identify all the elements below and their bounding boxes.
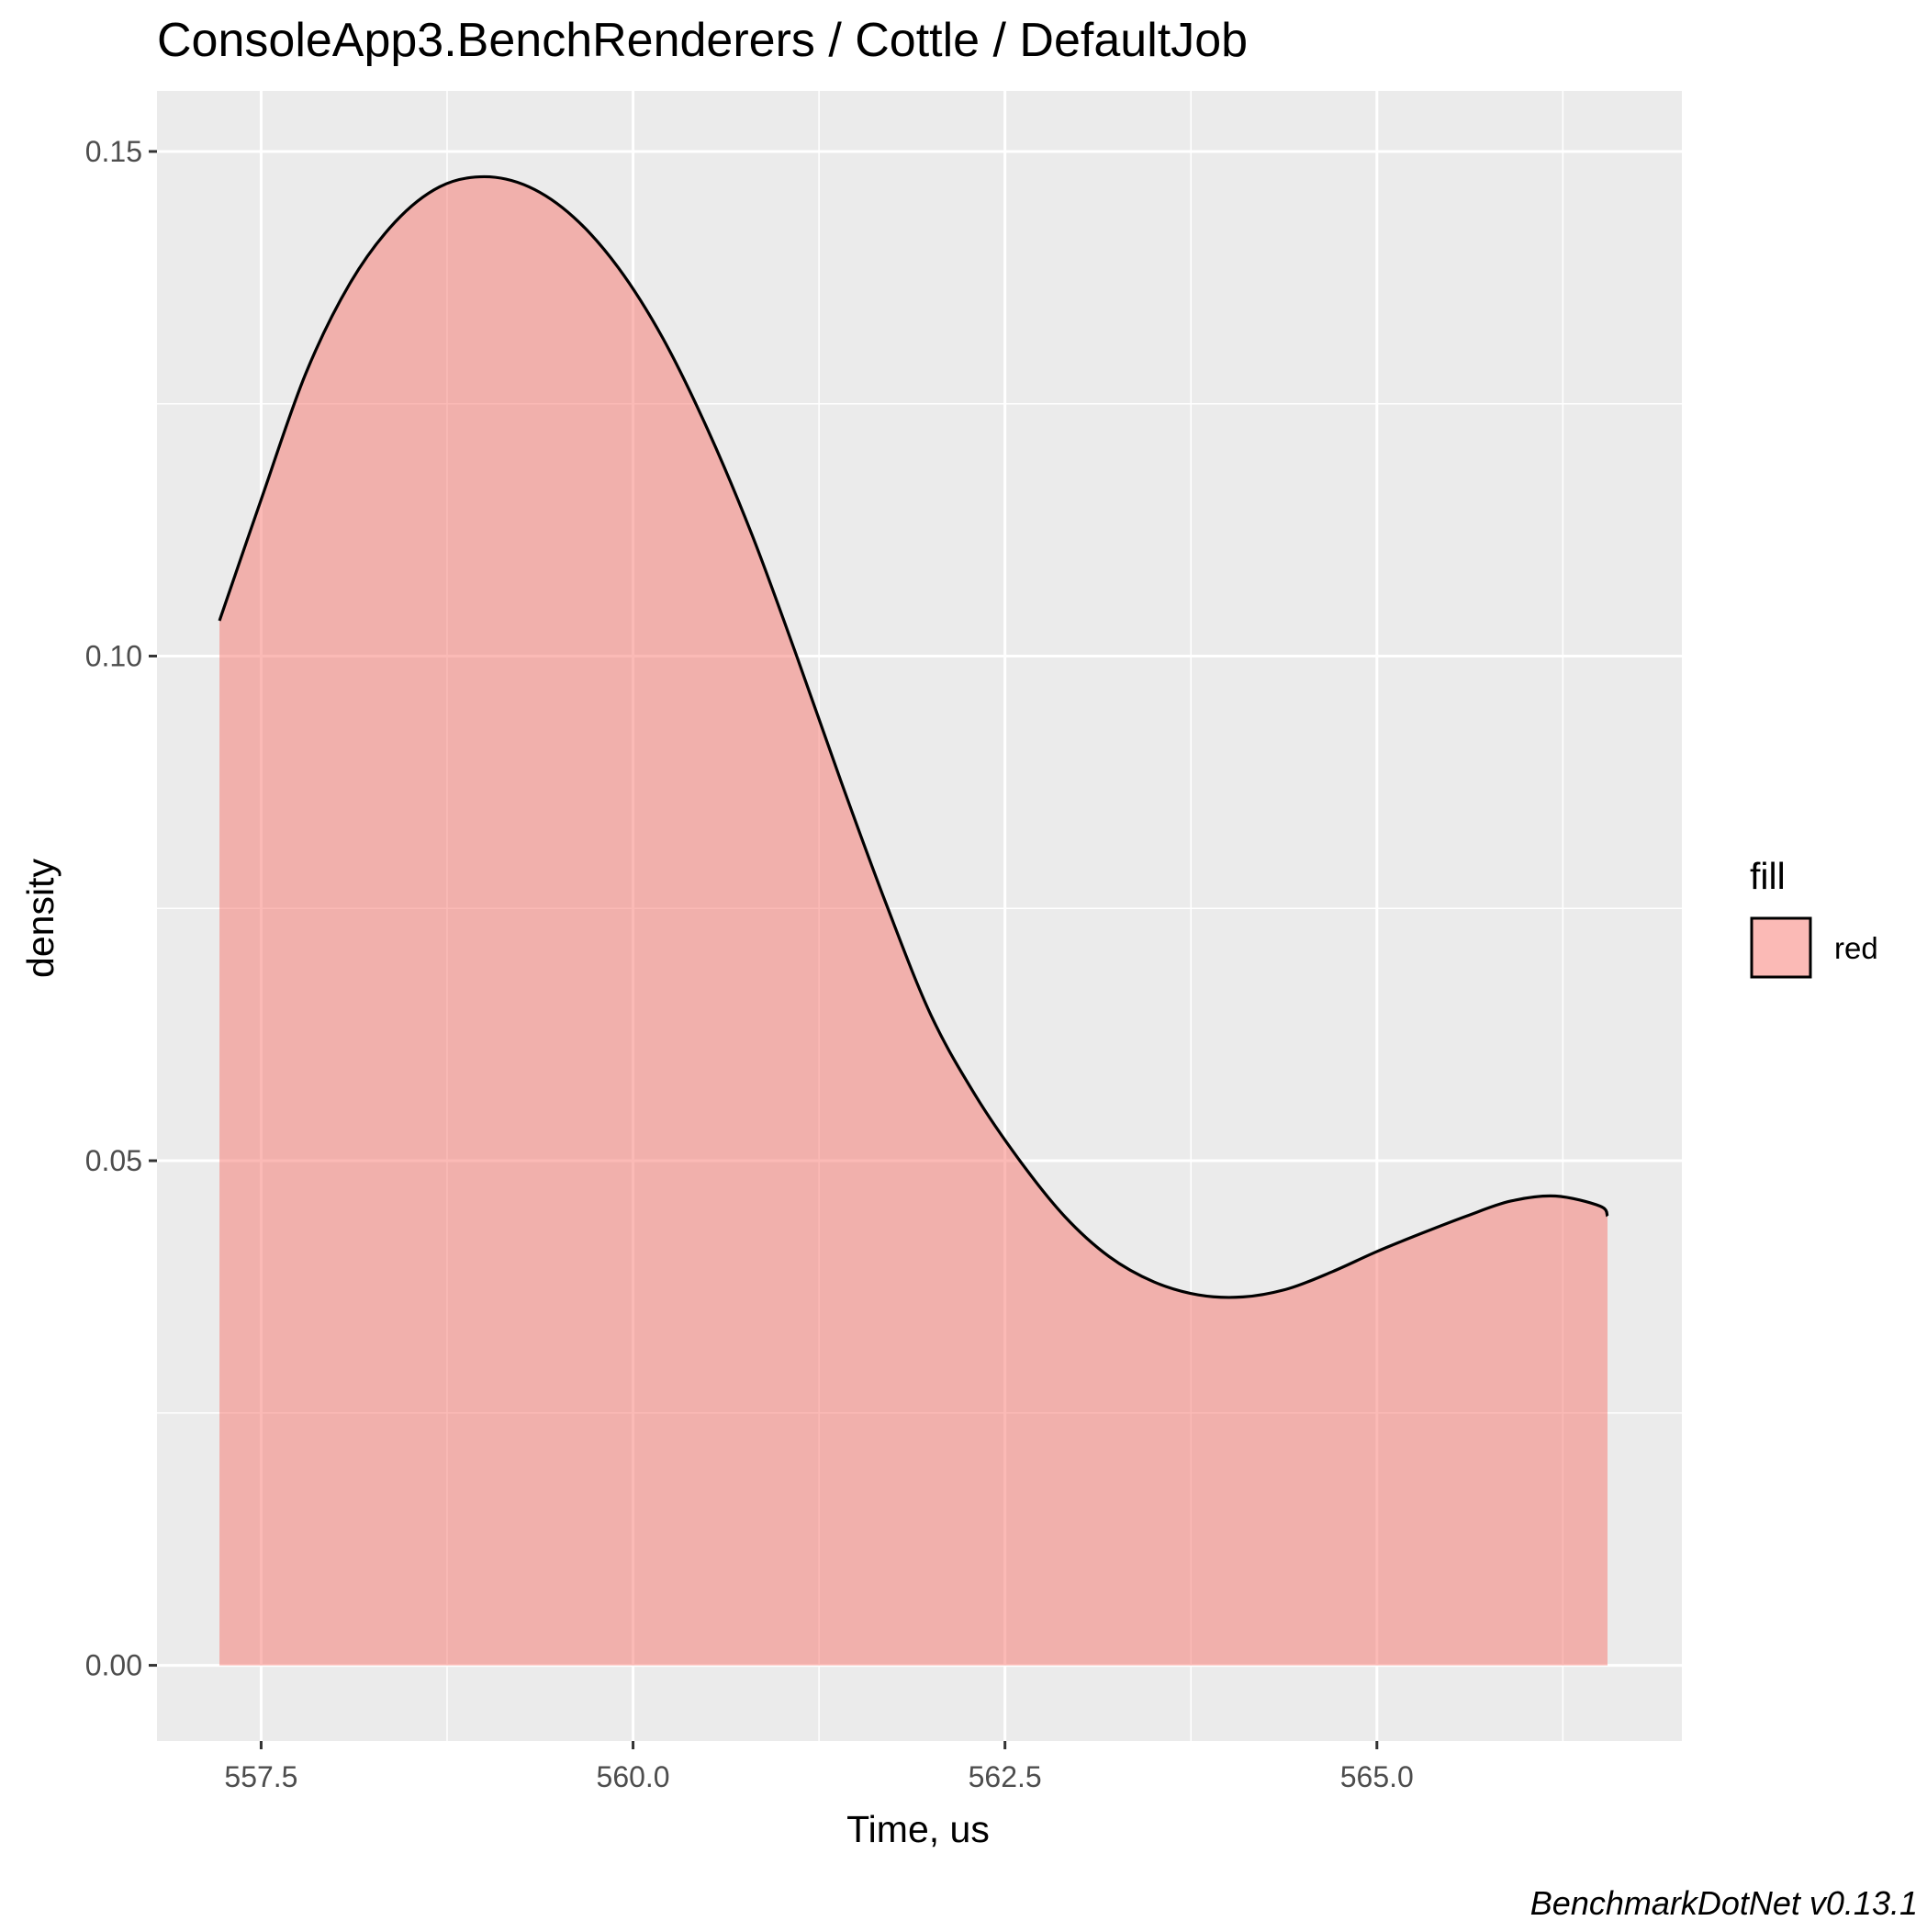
y-tick-label: 0.05 [85, 1144, 142, 1177]
x-axis: 557.5 560.0 562.5 565.0 [224, 1741, 1414, 1793]
chart-title: ConsoleApp3.BenchRenderers / Cottle / De… [157, 14, 1248, 67]
legend-key-red [1750, 916, 1812, 979]
density-line [218, 174, 1609, 1299]
x-tick-label: 562.5 [969, 1760, 1042, 1793]
chart-caption: BenchmarkDotNet v0.13.1 [1530, 1884, 1918, 1922]
x-tick-label: 557.5 [224, 1760, 297, 1793]
y-axis: 0.00 0.05 0.10 0.15 [85, 135, 157, 1682]
legend-label-red: red [1834, 931, 1878, 965]
x-axis-title: Time, us [846, 1808, 990, 1850]
y-tick-label: 0.00 [85, 1649, 142, 1682]
y-tick-label: 0.15 [85, 135, 142, 168]
x-tick-label: 565.0 [1340, 1760, 1414, 1793]
legend: fill red [1750, 855, 1878, 979]
legend-title: fill [1750, 855, 1786, 897]
density-area [219, 176, 1608, 1666]
y-tick-label: 0.10 [85, 639, 142, 672]
x-tick-label: 560.0 [597, 1760, 670, 1793]
y-axis-title: density [19, 859, 62, 978]
